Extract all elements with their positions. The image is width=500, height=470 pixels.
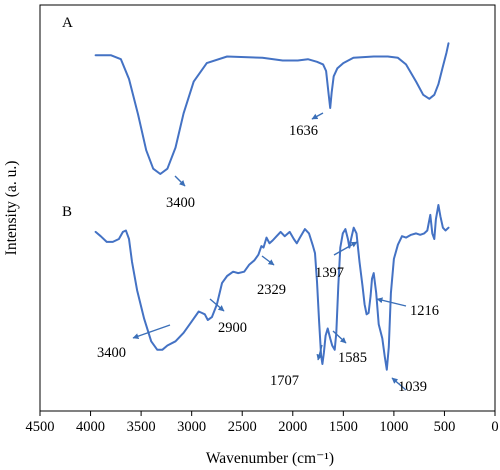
peak-arrow-a-3400: [174, 175, 186, 187]
peak-label-b-1707: 1707: [270, 373, 299, 389]
plot-frame: [39, 4, 496, 412]
peak-arrow-b-1585: [332, 330, 347, 344]
x-tick-label-4500: 4500: [26, 419, 55, 435]
x-tick-label-0: 0: [491, 419, 498, 435]
panel-label-a: A: [62, 15, 73, 31]
peak-arrow-b-1707: [316, 344, 323, 361]
x-tick-label-4000: 4000: [76, 419, 105, 435]
peak-label-b-1585: 1585: [338, 350, 367, 366]
peak-label-b-1216: 1216: [410, 303, 439, 319]
peak-label-b-1397: 1397: [315, 265, 344, 281]
x-tick-label-500: 500: [434, 419, 456, 435]
x-tick-label-2500: 2500: [228, 419, 257, 435]
peak-label-b-3400: 3400: [97, 345, 126, 361]
panel-label-b: B: [62, 204, 72, 220]
x-axis-title: Wavenumber (cm⁻¹): [206, 450, 334, 467]
peak-arrow-b-1039: [391, 377, 407, 391]
x-tick-label-2000: 2000: [278, 419, 307, 435]
x-axis-ticks: 4500 4000 3500 3000 2500 2000 1500 1000 500 0: [26, 411, 499, 435]
peak-arrow-b-1397: [333, 241, 358, 256]
peak-arrow-b-3400: [132, 324, 171, 340]
peak-arrow-b-1216: [376, 297, 407, 307]
peak-label-a-3400: 3400: [166, 195, 195, 211]
x-tick-label-3000: 3000: [177, 419, 206, 435]
x-tick-label-3500: 3500: [127, 419, 156, 435]
x-tick-label-1000: 1000: [379, 419, 408, 435]
peak-label-b-2900: 2900: [218, 320, 247, 336]
series-line-a: [94, 42, 450, 175]
x-tick-label-1500: 1500: [329, 419, 358, 435]
peak-label-b-1039: 1039: [398, 379, 427, 395]
peak-label-a-1636: 1636: [289, 123, 318, 139]
peak-arrow-b-2329: [261, 255, 275, 266]
annotation-layer: 1636 3400 3400 2900 2329 1397 1216 1707 1585 1039: [97, 112, 439, 395]
y-axis-title: Intensity (a. u.): [3, 161, 20, 256]
peak-arrow-b-2900: [209, 298, 225, 312]
peak-arrow-a-1636: [311, 112, 324, 120]
peak-label-b-2329: 2329: [257, 282, 286, 298]
series-layer: [94, 42, 450, 371]
